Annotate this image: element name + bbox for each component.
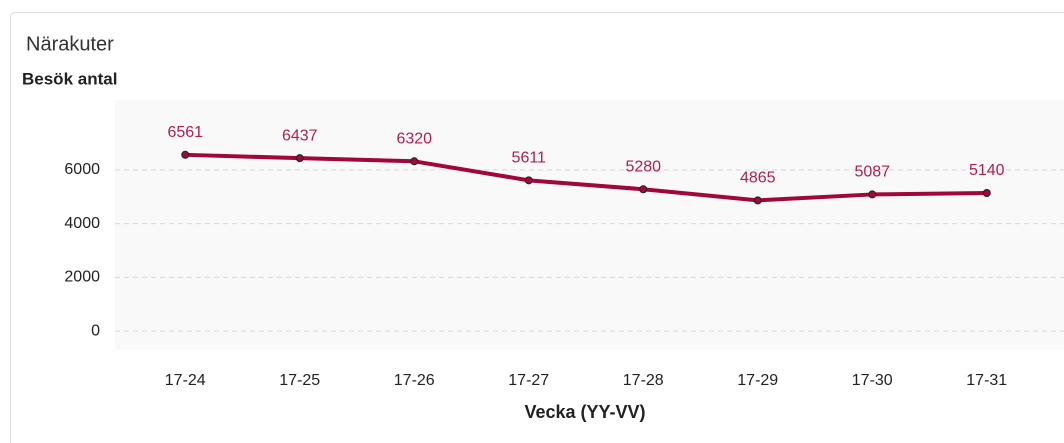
x-tick-label: 17-26 <box>394 372 435 389</box>
x-tick-label: 17-30 <box>852 372 893 389</box>
data-label: 6561 <box>167 124 203 141</box>
point <box>982 189 991 198</box>
y-tick-label: 2000 <box>64 269 100 286</box>
line <box>185 152 987 203</box>
x-tick-label: 17-31 <box>966 372 1007 389</box>
x-tick-label: 17-25 <box>279 372 320 389</box>
point <box>639 185 648 194</box>
x-tick-label: 17-28 <box>623 372 664 389</box>
plot-area <box>115 100 1064 350</box>
point <box>868 190 877 199</box>
x-tick-label: 17-29 <box>737 372 778 389</box>
chart-title: Närakuter <box>26 33 114 55</box>
data-label: 5087 <box>854 164 890 181</box>
y-axis-title: Besök antal <box>22 69 117 88</box>
data-label: 5280 <box>625 158 661 175</box>
point <box>295 154 304 163</box>
data-label: 6320 <box>396 131 432 148</box>
point <box>410 157 419 166</box>
y-tick-label: 0 <box>91 322 100 339</box>
point <box>181 150 190 159</box>
data-label: 4865 <box>740 170 776 187</box>
point <box>753 196 762 205</box>
data-label: 5611 <box>512 150 547 167</box>
point <box>524 176 533 185</box>
x-tick-label: 17-27 <box>508 372 549 389</box>
y-tick-label: 4000 <box>64 215 100 232</box>
x-tick-label: 17-24 <box>165 372 206 389</box>
data-label: 6437 <box>282 127 318 144</box>
x-axis-title: Vecka (YY-VV) <box>524 402 645 422</box>
data-label: 5140 <box>969 162 1005 179</box>
y-tick-label: 6000 <box>64 161 100 178</box>
